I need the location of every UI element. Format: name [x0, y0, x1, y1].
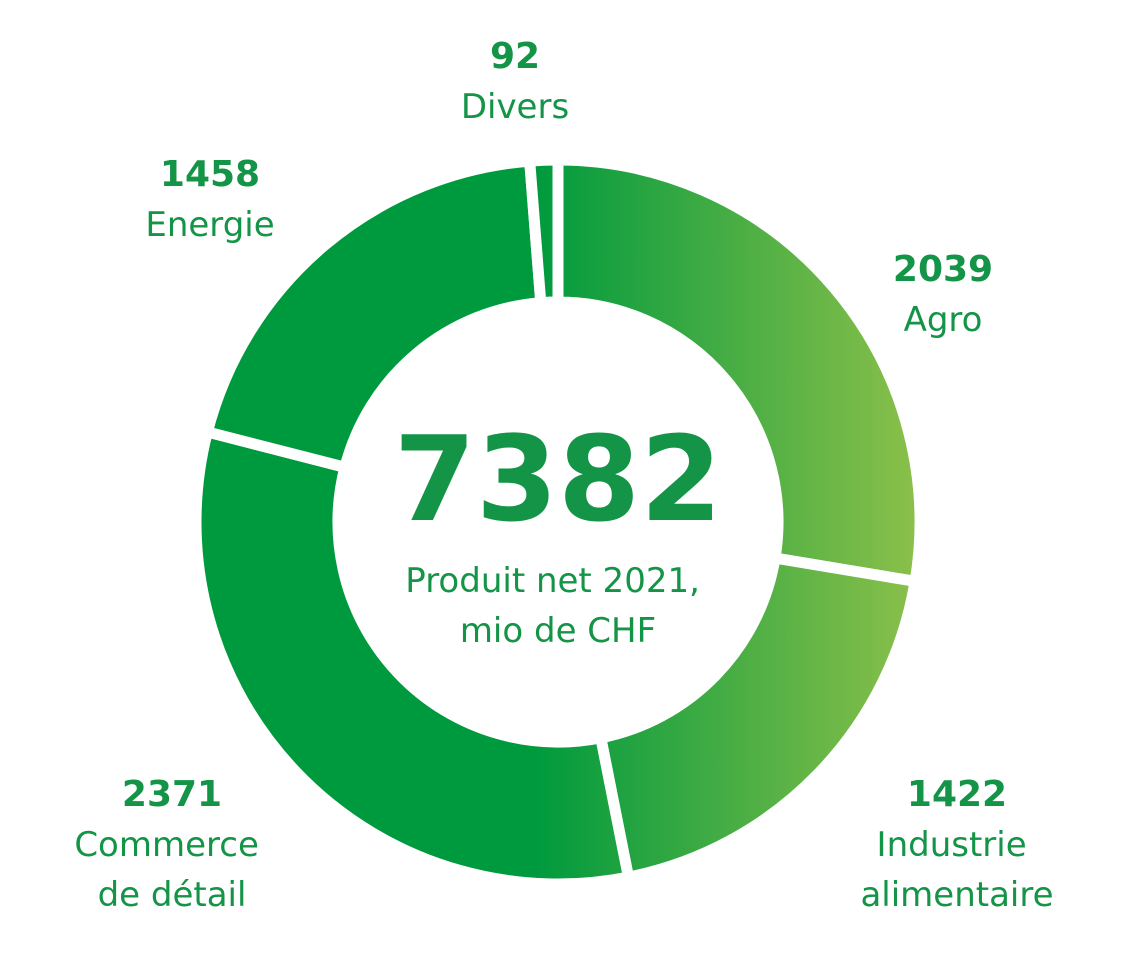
value-label: 1458	[160, 154, 260, 195]
slice-label: Divers	[461, 87, 569, 127]
value-label: 92	[490, 36, 540, 77]
slice-label: Commerce de détail	[74, 825, 269, 915]
center-value: 7382	[394, 410, 722, 548]
slice	[552, 154, 926, 588]
slice	[190, 425, 635, 890]
slice	[594, 551, 922, 884]
value-label: 2039	[893, 249, 993, 290]
value-label: 1422	[907, 774, 1007, 815]
slice	[523, 154, 564, 309]
center-label: Produit net 2021, mio de CHF	[405, 561, 710, 651]
slice-label: Energie	[145, 205, 274, 245]
slice-label: Agro	[904, 300, 983, 340]
value-label: 2371	[122, 774, 222, 815]
slice-label: Industrie alimentaire	[860, 825, 1053, 915]
slice	[200, 155, 547, 474]
